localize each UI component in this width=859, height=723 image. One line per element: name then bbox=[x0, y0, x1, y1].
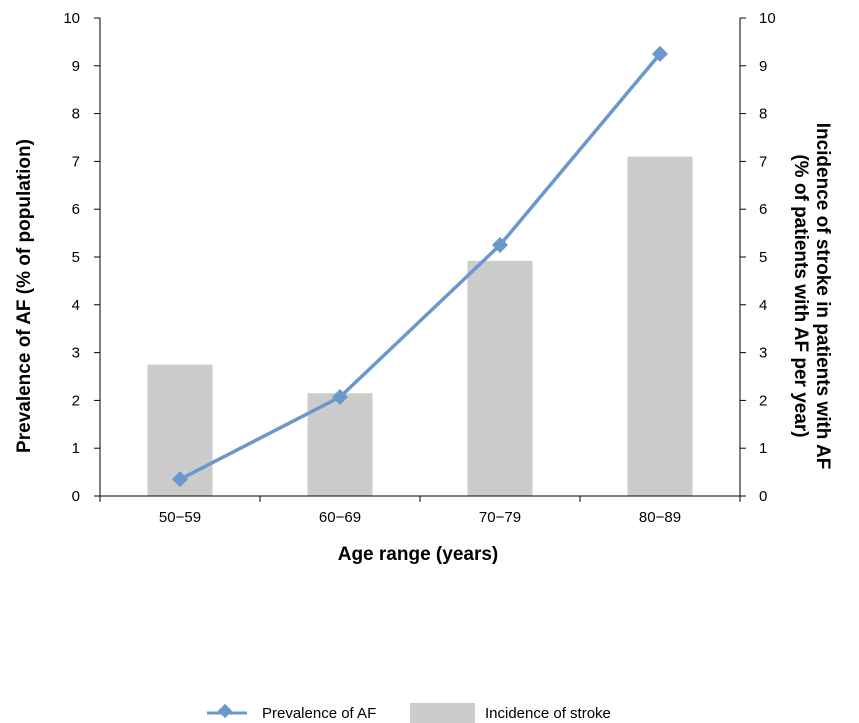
x-tick-label: 80−89 bbox=[639, 509, 681, 526]
right-y-axis-title-line2: (% of patients with AF per year) bbox=[790, 154, 811, 437]
legend-diamond-marker-icon bbox=[217, 703, 233, 719]
stroke-incidence-bar bbox=[627, 156, 693, 496]
stroke-incidence-bar bbox=[467, 260, 533, 496]
right-y-tick-label: 8 bbox=[759, 106, 767, 123]
left-y-tick-label: 10 bbox=[63, 10, 80, 27]
left-y-tick-label: 3 bbox=[72, 345, 80, 362]
right-y-tick-label: 5 bbox=[759, 249, 767, 266]
right-y-tick-label: 6 bbox=[759, 201, 767, 218]
x-tick-label: 50−59 bbox=[159, 509, 201, 526]
right-y-tick-label: 2 bbox=[759, 392, 767, 409]
right-y-tick-label: 7 bbox=[759, 153, 767, 170]
left-y-tick-label: 4 bbox=[72, 297, 80, 314]
axis-ticks: 0 1 2 3 4 5 6 7 8 9 10 0 1 2 3 4 5 6 7 8 9 10 50−59 60−69 70−79 8… bbox=[63, 10, 775, 526]
stroke-incidence-bar bbox=[307, 393, 373, 496]
af-prevalence-point bbox=[172, 471, 188, 488]
left-y-tick-label: 8 bbox=[72, 106, 80, 123]
left-y-tick-label: 2 bbox=[72, 392, 80, 409]
af-prevalence-point bbox=[492, 237, 508, 254]
legend-item-prevalence: Prevalence of AF bbox=[207, 703, 376, 722]
right-y-tick-label: 3 bbox=[759, 345, 767, 362]
left-y-tick-label: 1 bbox=[72, 440, 80, 457]
right-y-tick-label: 1 bbox=[759, 440, 767, 457]
left-y-tick-label: 9 bbox=[72, 58, 80, 75]
af-prevalence-polyline bbox=[179, 52, 662, 481]
legend-bar-swatch bbox=[410, 703, 475, 723]
chart-legend: Prevalence of AF Incidence of stroke bbox=[207, 703, 611, 723]
legend-label-prevalence: Prevalence of AF bbox=[262, 705, 376, 722]
left-y-tick-label: 6 bbox=[72, 201, 80, 218]
left-y-axis-title: Prevalence of AF (% of population) bbox=[14, 139, 35, 453]
left-y-tick-label: 5 bbox=[72, 249, 80, 266]
x-tick-label: 70−79 bbox=[479, 509, 521, 526]
x-tick-label: 60−69 bbox=[319, 509, 361, 526]
legend-label-incidence: Incidence of stroke bbox=[485, 705, 611, 722]
x-axis-title: Age range (years) bbox=[338, 544, 499, 565]
legend-item-incidence: Incidence of stroke bbox=[410, 703, 611, 723]
left-y-tick-label: 0 bbox=[72, 488, 80, 505]
stroke-incidence-bars bbox=[147, 156, 693, 496]
af-prevalence-line bbox=[172, 45, 668, 488]
af-prevalence-point bbox=[332, 389, 348, 406]
right-y-tick-label: 9 bbox=[759, 58, 767, 75]
right-y-tick-label: 0 bbox=[759, 488, 767, 505]
left-y-tick-label: 7 bbox=[72, 153, 80, 170]
af-prevalence-point bbox=[652, 45, 668, 62]
right-y-axis-title-line1: Incidence of stroke in patients with AF bbox=[812, 123, 833, 470]
right-y-tick-label: 10 bbox=[759, 10, 776, 27]
right-y-tick-label: 4 bbox=[759, 297, 767, 314]
